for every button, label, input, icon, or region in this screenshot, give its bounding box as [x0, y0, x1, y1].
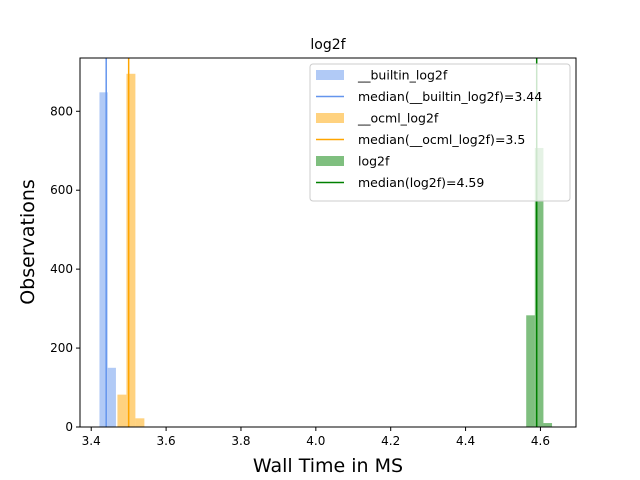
legend-label: median(__builtin_log2f)=3.44: [358, 89, 542, 104]
x-tick-label: 4.0: [306, 434, 325, 448]
legend-label: __builtin_log2f: [357, 68, 448, 83]
histogram-bar: [135, 418, 145, 427]
y-tick-label: 400: [50, 262, 73, 276]
legend-box: [309, 63, 571, 202]
x-tick-label: 3.4: [82, 434, 101, 448]
legend-label: log2f: [358, 154, 390, 169]
legend-swatch: [316, 156, 344, 166]
legend-label: median(log2f)=4.59: [358, 175, 484, 190]
chart-title: log2f: [310, 37, 346, 53]
legend-label: median(__ocml_log2f)=3.5: [358, 132, 525, 147]
y-axis-label: Observations: [17, 179, 39, 305]
plot-frame: [79, 57, 577, 428]
legend: __builtin_log2f median(__builtin_log2f)=3…: [309, 63, 571, 202]
y-tick-label: 200: [50, 341, 73, 355]
histogram-bar: [126, 73, 136, 427]
histogram-bar: [107, 367, 116, 427]
x-tick-label: 3.8: [231, 434, 250, 448]
y-tick-label: 0: [65, 420, 73, 434]
histogram-bar: [99, 92, 108, 427]
histogram-bar: [534, 147, 544, 427]
legend-entry: log2f: [316, 154, 390, 169]
x-tick-label: 4.6: [531, 434, 550, 448]
legend-label: __ocml_log2f: [357, 111, 439, 126]
x-tick-label: 3.6: [157, 434, 176, 448]
x-axis: 3.4 3.6 3.8 4.0 4.2 4.4 4.6: [82, 427, 550, 448]
x-tick-label: 4.4: [456, 434, 475, 448]
y-axis: 0 200 400 600 800: [50, 104, 80, 434]
legend-swatch: [316, 113, 344, 123]
legend-entry: median(__ocml_log2f)=3.5: [316, 132, 525, 147]
legend-entry: median(__builtin_log2f)=3.44: [316, 89, 542, 104]
x-axis-label: Wall Time in MS: [253, 455, 403, 477]
y-tick-label: 800: [50, 104, 73, 118]
legend-entry: __ocml_log2f: [316, 111, 439, 126]
legend-entry: __builtin_log2f: [316, 68, 448, 83]
legend-entry: median(log2f)=4.59: [316, 175, 484, 190]
x-tick-label: 4.2: [381, 434, 400, 448]
bars-layer: [99, 73, 553, 427]
histogram-bar: [543, 423, 553, 427]
histogram-bar: [526, 315, 535, 427]
legend-swatch: [316, 70, 344, 80]
y-tick-label: 600: [50, 183, 73, 197]
histogram-bar: [117, 394, 127, 427]
